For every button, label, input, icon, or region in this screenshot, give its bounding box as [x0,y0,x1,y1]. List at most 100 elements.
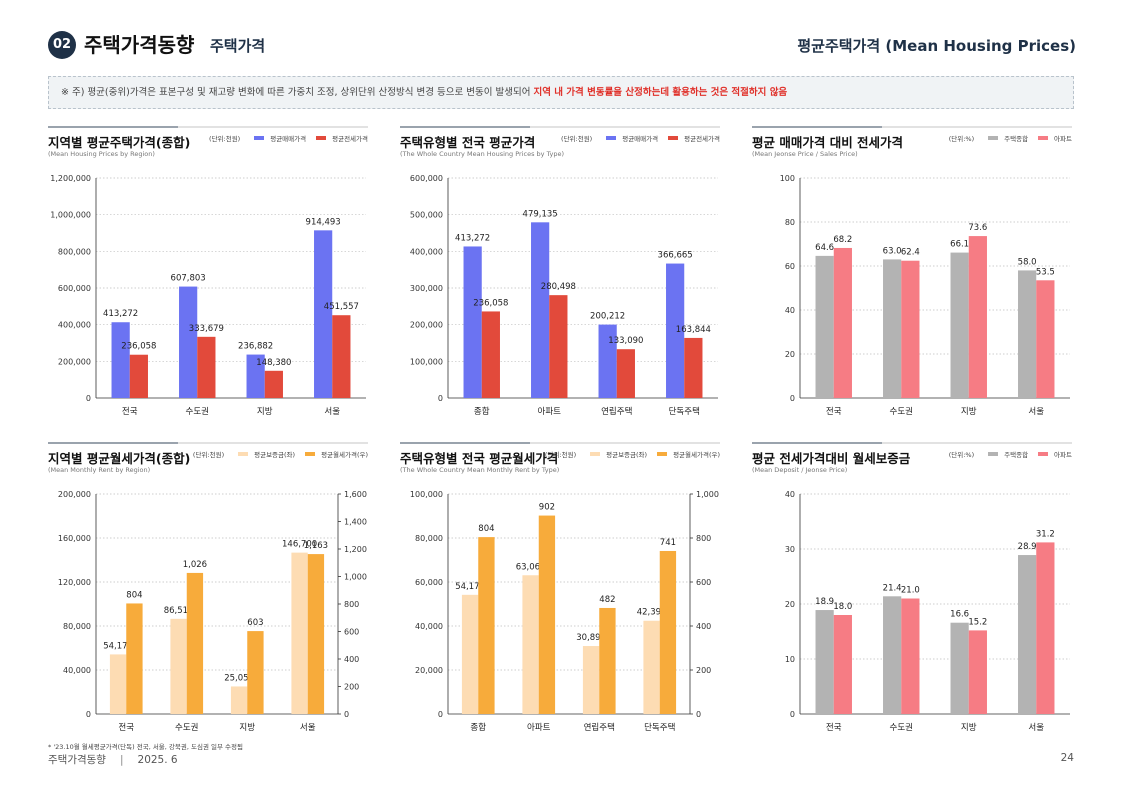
legend-swatch [1038,136,1049,140]
data-label: 366,665 [658,251,693,261]
legend-label: 아파트 [1054,135,1072,143]
unit-label: (단위:천원) [209,135,241,143]
data-label: 603 [247,618,263,628]
data-label: 86,514 [164,606,194,616]
data-label: 31.2 [1036,529,1055,539]
unit-label: (단위:%) [948,135,975,143]
data-label: 146,700 [282,540,317,550]
y-tick-label: 1,200,000 [50,174,91,183]
data-label: 804 [478,524,494,534]
bar-수도권-아파트 [901,260,920,398]
bar-연립주택-평균보증금(좌) [582,646,600,714]
bar-전국-평균월세가격(우) [126,603,143,714]
bar-수도권-주택종합 [883,259,902,398]
y-tick-label: 800,000 [58,247,91,256]
bar-서울-아파트 [1036,542,1055,714]
y-tick-label: 500,000 [410,211,443,220]
y-tick-label: 20 [785,600,795,609]
bar-연립주택-평균월세가격(우) [599,607,616,714]
y-tick-label: 30 [785,545,795,554]
data-label: 63.0 [883,246,902,256]
data-label: 54,172 [455,582,485,592]
legend-label: 평균전세가격 [684,135,720,143]
x-tick-label: 단독주택 [669,406,700,417]
notice-warning-text: 지역 내 가격 변동률을 산정하는데 활용하는 것은 적절하지 않음 [533,87,788,98]
bar-전국-평균매매가격 [111,322,130,398]
x-tick-label: 전국 [118,722,134,733]
y2-tick-label: 400 [344,655,359,664]
y2-tick-label: 1,000 [344,573,367,582]
y-tick-label: 200,000 [58,490,91,499]
x-tick-label: 연립주택 [601,406,632,417]
bar-연립주택-평균매매가격 [598,324,617,398]
x-tick-label: 단독주택 [644,722,675,733]
y2-tick-label: 0 [696,710,701,719]
bar-아파트-평균월세가격(우) [538,515,556,714]
bar-단독주택-평균보증금(좌) [643,620,660,714]
bar-chart-type-housing-price: 0 100,000 200,000 300,000 400,000 500,000 600,… [410,174,718,417]
notice-box: ※ 주) 평균(중위)가격은 표본구성 및 재고량 변화에 따른 가중치 조정,… [48,76,1074,109]
y2-tick-label: 600 [696,578,711,587]
data-label: 804 [126,590,142,600]
chart-title: 평균 전세가격대비 월세보증금 [752,451,911,466]
data-label: 54,172 [103,641,133,651]
bar-서울-평균전세가격 [332,315,351,398]
footer-publication: 주택가격동향 [48,754,106,766]
bar-지방-아파트 [968,236,987,398]
x-tick-label: 종합 [470,723,486,733]
legend-label: 평균월세가격(우) [673,451,720,459]
section-title: 평균주택가격 (Mean Housing Prices) [797,37,1076,55]
data-label: 15.2 [968,617,987,627]
y-tick-label: 400,000 [410,247,443,256]
bar-수도권-아파트 [901,598,920,714]
y2-tick-label: 200 [344,683,359,692]
chart-title: 지역별 평균주택가격(종합) [48,135,191,150]
data-label: 200,212 [590,312,625,322]
data-label: 73.6 [968,223,987,233]
bar-아파트-평균보증금(좌) [522,575,539,714]
bar-chart-type-monthly-rent: 0 20,000 40,000 60,000 80,000 100,000 0 200 400 6… [410,490,719,733]
data-label: 413,272 [103,309,138,319]
y2-tick-label: 0 [344,710,349,719]
data-label: 30,895 [576,633,606,643]
bar-종합-평균보증금(좌) [461,594,479,714]
bar-전국-아파트 [833,615,852,714]
legend-label: 평균보증금(좌) [254,451,296,459]
y-tick-label: 40,000 [63,666,91,675]
data-label: 21.4 [883,583,902,593]
data-label: 1,026 [183,560,207,570]
panel-divider-accent [752,442,882,444]
y-tick-label: 40 [785,490,795,499]
x-tick-label: 수도권 [890,722,913,733]
panel-divider [48,126,368,128]
legend-label: 평균보증금(좌) [606,451,648,459]
y2-tick-label: 200 [696,666,711,675]
x-tick-label: 연립주택 [584,722,615,733]
bar-지방-평균보증금(좌) [230,686,248,714]
legend-swatch [238,452,249,456]
x-tick-label: 수도권 [186,406,209,417]
legend-label: 주택종합 [1004,135,1029,143]
bar-지방-아파트 [968,630,987,714]
data-label: 18.0 [833,602,852,612]
chart-subtitle: (Mean Deposit / Jeonse Price) [752,466,848,474]
y-tick-label: 0 [790,394,795,403]
y-tick-label: 600,000 [58,284,91,293]
y-tick-label: 1,000,000 [50,211,91,220]
bar-수도권-평균보증금(좌) [170,618,187,714]
y-tick-label: 20,000 [415,666,443,675]
data-label: 236,058 [121,342,156,352]
y-tick-label: 0 [86,710,91,719]
bar-단독주택-평균전세가격 [684,337,703,398]
bar-연립주택-평균전세가격 [616,349,635,398]
x-tick-label: 서울 [1028,723,1044,733]
bar-아파트-평균전세가격 [549,295,568,398]
x-tick-label: 수도권 [175,722,198,733]
chart-legend: (단위:천원) 평균보증금(좌) 평균월세가격(우) [193,449,368,459]
y-tick-label: 100,000 [410,357,443,366]
chart-legend: (단위:%) 주택종합 아파트 [949,449,1072,459]
y-tick-label: 100 [780,174,795,183]
unit-label: (단위:천원) [561,135,593,143]
y-tick-label: 600,000 [410,174,443,183]
data-label: 236,882 [238,342,273,352]
